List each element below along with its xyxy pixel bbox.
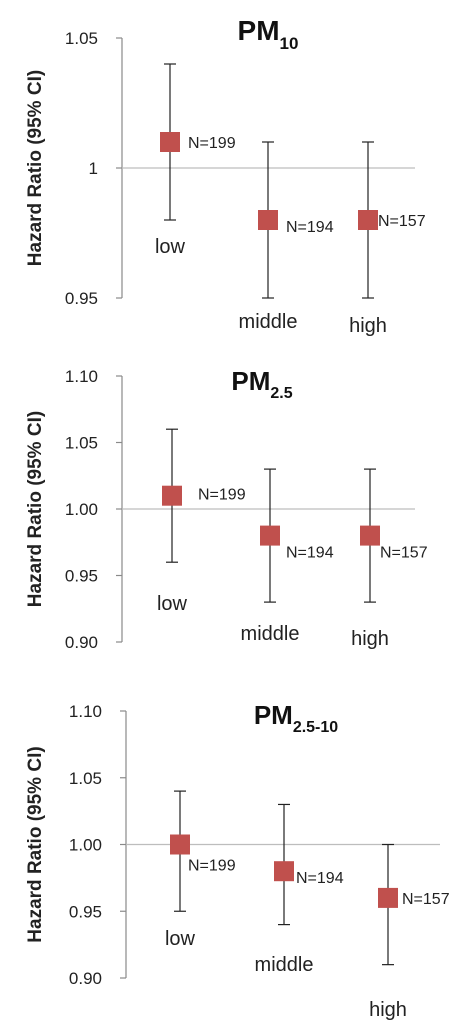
y-axis-label: Hazard Ratio (95% CI)	[25, 746, 46, 942]
category-label: middle	[239, 311, 298, 333]
category-label: high	[349, 315, 387, 337]
chart-panel-3: 0.90 0.95 1.00 1.05 1.10 Hazard Ratio (95% CI…	[25, 700, 450, 1021]
y-tick-label: 1.00	[69, 836, 102, 855]
n-label: N=194	[286, 219, 334, 236]
n-label: N=194	[286, 545, 334, 562]
y-tick-label: 1.05	[69, 769, 102, 788]
n-label: N=157	[378, 213, 426, 230]
category-label: low	[155, 236, 186, 258]
chart-title-main: PM	[254, 700, 293, 730]
data-point-marker	[274, 861, 294, 882]
y-tick-label: 0.95	[69, 902, 102, 921]
y-tick-label: 0.90	[69, 969, 102, 988]
chart-panel-1: 0.95 1 1.05 Hazard Ratio (95% CI) PM10 N=199 l…	[25, 15, 426, 337]
y-tick-label: 0.95	[65, 289, 98, 308]
chart-title-subscript: 10	[280, 34, 299, 53]
category-label: middle	[241, 623, 300, 645]
n-label: N=157	[402, 891, 450, 908]
n-label: N=199	[188, 135, 236, 152]
category-label: high	[369, 999, 407, 1021]
y-tick-label: 0.95	[65, 567, 98, 586]
y-tick-label: 1.10	[69, 702, 102, 721]
y-tick-label: 1.05	[65, 434, 98, 453]
n-label: N=157	[380, 545, 428, 562]
y-tick-label: 1	[89, 159, 98, 178]
chart-title: PM2.5	[231, 366, 292, 402]
data-point-marker	[160, 132, 180, 152]
chart-title-subscript: 2.5-10	[293, 719, 338, 736]
y-tick-label: 0.90	[65, 633, 98, 652]
data-point-marker	[162, 485, 182, 506]
y-axis-label: Hazard Ratio (95% CI)	[25, 70, 46, 266]
chart-title: PM2.5-10	[254, 700, 338, 736]
data-point-marker	[358, 210, 378, 230]
y-tick-label: 1.05	[65, 29, 98, 48]
data-point-marker	[260, 525, 280, 546]
chart-title-main: PM	[238, 15, 280, 46]
data-point-marker	[258, 210, 278, 230]
n-label: N=199	[198, 487, 246, 504]
y-tick-label: 1.00	[65, 500, 98, 519]
data-point-marker	[170, 834, 190, 855]
category-label: high	[351, 628, 389, 650]
y-tick-label: 1.10	[65, 367, 98, 386]
category-label: low	[157, 593, 188, 615]
chart-title-main: PM	[231, 366, 270, 396]
chart-title-subscript: 2.5	[270, 385, 292, 402]
category-label: middle	[255, 954, 314, 976]
chart-title: PM10	[238, 15, 299, 53]
data-point-marker	[378, 887, 398, 908]
chart-panel-2: 0.90 0.95 1.00 1.05 1.10 Hazard Ratio (95% CI…	[25, 366, 428, 652]
data-point-marker	[360, 525, 380, 546]
n-label: N=199	[188, 858, 236, 875]
n-label: N=194	[296, 870, 344, 887]
category-label: low	[165, 928, 196, 950]
y-axis-label: Hazard Ratio (95% CI)	[25, 411, 46, 607]
